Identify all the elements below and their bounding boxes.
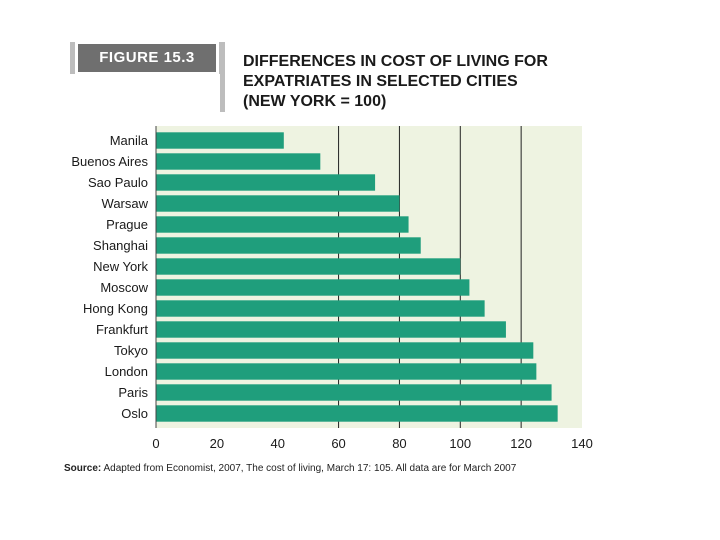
bar-moscow (156, 279, 470, 296)
bar-paris (156, 384, 552, 401)
source-note: Source: Adapted from Economist, 2007, Th… (64, 463, 664, 474)
source-text: Adapted from Economist, 2007, The cost o… (103, 463, 517, 474)
bar-hong-kong (156, 300, 485, 317)
category-label: Frankfurt (96, 322, 148, 337)
category-label: Moscow (100, 280, 148, 295)
category-label: Manila (110, 133, 149, 148)
bar-manila (156, 132, 284, 149)
category-label: New York (93, 259, 148, 274)
x-tick-label: 40 (270, 436, 284, 451)
category-label: Shanghai (93, 238, 148, 253)
chart-title-line-2: EXPATRIATES IN SELECTED CITIES (243, 73, 518, 90)
plot-area (156, 126, 582, 428)
x-tick-label: 140 (571, 436, 593, 451)
x-tick-label: 0 (152, 436, 159, 451)
category-label: Warsaw (102, 196, 149, 211)
bar-prague (156, 216, 409, 233)
bar-london (156, 363, 537, 380)
bar-buenos-aires (156, 153, 321, 170)
bar-warsaw (156, 195, 400, 212)
category-label: Paris (118, 385, 148, 400)
bar-sao-paulo (156, 174, 376, 191)
bar-tokyo (156, 342, 534, 359)
bar-oslo (156, 405, 558, 422)
category-label: Prague (106, 217, 148, 232)
bar-new-york (156, 258, 461, 275)
x-tick-label: 60 (331, 436, 345, 451)
bar-shanghai (156, 237, 421, 254)
chart-title: DIFFERENCES IN COST OF LIVING FOR EXPATR… (243, 52, 663, 112)
category-label: London (105, 364, 148, 379)
category-label: Oslo (121, 406, 148, 421)
x-tick-label: 80 (392, 436, 406, 451)
figure-label: FIGURE 15.3 (78, 44, 216, 72)
x-tick-label: 100 (449, 436, 471, 451)
title-divider (220, 42, 225, 112)
chart-title-line-3: (NEW YORK = 100) (243, 93, 387, 110)
category-label: Tokyo (114, 343, 148, 358)
badge-left-rule (70, 42, 75, 74)
chart-title-line-1: DIFFERENCES IN COST OF LIVING FOR (243, 53, 548, 70)
source-label: Source: (64, 463, 102, 474)
x-tick-label: 120 (510, 436, 532, 451)
category-label: Buenos Aires (71, 154, 148, 169)
x-tick-label: 20 (210, 436, 224, 451)
bar-frankfurt (156, 321, 506, 338)
category-label: Sao Paulo (88, 175, 148, 190)
category-label: Hong Kong (83, 301, 148, 316)
